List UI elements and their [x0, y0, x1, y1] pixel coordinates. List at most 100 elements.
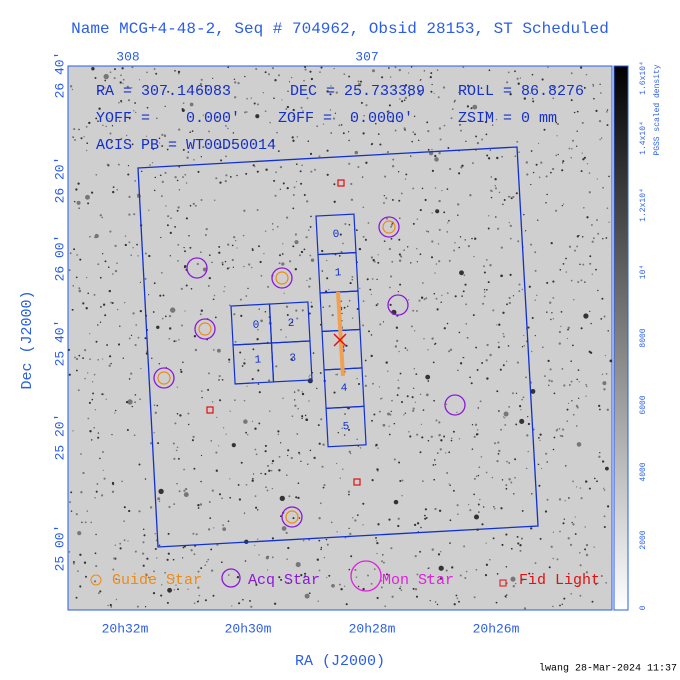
star-dot [489, 353, 492, 357]
star-dot [543, 375, 546, 378]
colorbar-tick-label: 6000 [639, 395, 648, 414]
star-dot [133, 577, 136, 580]
star-dot [474, 514, 479, 520]
star-dot [111, 433, 113, 436]
star-dot [254, 165, 256, 168]
star-dot [558, 342, 561, 345]
star-dot [593, 97, 595, 100]
star-dot [321, 249, 324, 253]
star-dot [508, 462, 511, 464]
star-dot [264, 110, 267, 113]
star-dot [68, 551, 71, 553]
star-dot [89, 333, 91, 335]
star-dot [570, 156, 572, 159]
star-dot [137, 255, 139, 257]
star-dot [290, 358, 293, 361]
star-dot [497, 341, 500, 344]
star-dot [147, 576, 150, 579]
star-dot [97, 324, 99, 326]
star-dot [535, 163, 538, 166]
star-dot [389, 76, 392, 78]
star-dot [429, 76, 432, 79]
star-dot [505, 533, 508, 536]
star-dot [193, 553, 196, 556]
star-dot [102, 358, 104, 360]
star-dot [583, 156, 586, 159]
star-dot [449, 542, 451, 544]
star-dot [84, 349, 87, 352]
star-dot [434, 154, 437, 158]
star-dot [204, 85, 208, 88]
star-dot [523, 97, 526, 100]
star-dot [502, 364, 505, 367]
star-dot [498, 410, 500, 412]
star-dot [448, 483, 450, 485]
star-dot [468, 504, 470, 506]
star-dot [534, 562, 537, 565]
star-dot [306, 97, 309, 100]
star-dot [271, 139, 274, 143]
star-dot [156, 557, 158, 559]
star-dot [363, 115, 365, 117]
star-dot [200, 156, 202, 158]
header-zsim: ZSIM = 0 mm [458, 110, 557, 127]
star-dot [362, 235, 365, 238]
star-dot [394, 345, 398, 348]
star-dot [372, 259, 375, 262]
star-dot [350, 119, 353, 122]
star-dot [302, 539, 305, 542]
star-dot [114, 244, 117, 248]
star-dot [254, 448, 257, 451]
star-dot [485, 563, 489, 566]
star-dot [597, 232, 600, 235]
star-dot [236, 247, 238, 249]
star-dot [370, 143, 373, 146]
star-dot [598, 119, 602, 123]
star-dot [576, 378, 578, 381]
star-dot [517, 542, 520, 545]
star-dot [409, 435, 412, 438]
star-dot [425, 230, 428, 232]
star-dot [78, 287, 81, 290]
star-dot [486, 377, 489, 380]
star-dot [502, 203, 504, 206]
star-dot [271, 537, 274, 540]
star-dot [576, 145, 578, 147]
star-dot [411, 140, 413, 143]
star-dot [110, 301, 113, 304]
star-dot [380, 586, 383, 589]
star-dot [252, 348, 255, 351]
star-dot [136, 605, 139, 608]
star-dot [496, 459, 499, 463]
star-dot [583, 313, 589, 319]
star-dot [71, 88, 74, 91]
star-dot [105, 398, 107, 400]
star-dot [260, 472, 262, 475]
star-dot [192, 435, 195, 438]
star-dot [525, 376, 527, 379]
star-dot [377, 303, 379, 305]
star-dot [537, 142, 540, 145]
star-dot [258, 554, 260, 556]
star-dot [144, 606, 147, 608]
star-dot [89, 430, 92, 433]
star-dot [310, 170, 313, 173]
star-dot [608, 221, 610, 223]
star-dot [231, 244, 234, 247]
star-dot [388, 104, 391, 107]
star-dot [438, 228, 441, 231]
star-dot [234, 96, 237, 99]
star-dot [251, 420, 254, 423]
star-dot [297, 482, 300, 485]
star-dot [441, 294, 443, 297]
star-dot [494, 187, 498, 190]
star-dot [224, 179, 227, 183]
star-dot [243, 399, 246, 402]
star-dot [548, 566, 551, 569]
star-dot [602, 381, 607, 386]
star-dot [258, 308, 260, 310]
star-dot [317, 424, 320, 427]
star-dot [483, 289, 486, 291]
star-dot [175, 584, 177, 586]
star-dot [458, 331, 461, 334]
